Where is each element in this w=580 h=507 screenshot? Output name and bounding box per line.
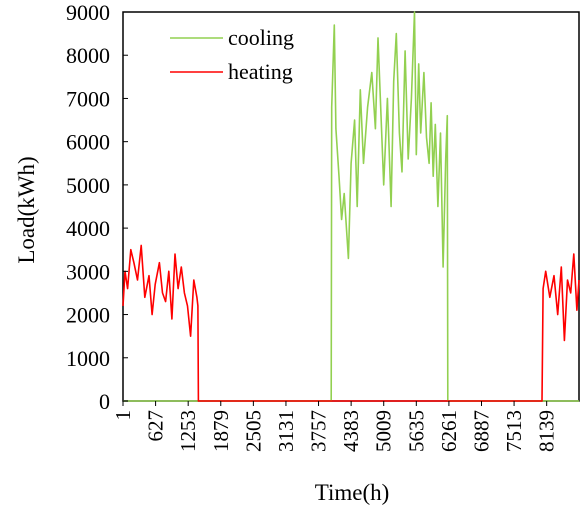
x-tick-label: 1 (111, 410, 135, 421)
x-tick-label: 8139 (535, 410, 559, 452)
y-tick-label: 8000 (66, 43, 110, 68)
y-tick-label: 0 (99, 389, 110, 414)
x-tick-label: 2505 (241, 410, 265, 452)
y-tick-label: 6000 (66, 130, 110, 155)
x-tick-label: 7513 (502, 410, 526, 452)
x-tick-label: 5009 (372, 410, 396, 452)
x-tick-label: 4383 (339, 410, 363, 452)
y-tick-label: 4000 (66, 216, 110, 241)
y-tick-label: 9000 (66, 0, 110, 25)
x-tick-label: 3757 (307, 410, 331, 452)
y-tick-label: 5000 (66, 173, 110, 198)
x-axis-label: Time(h) (315, 480, 390, 505)
x-tick-label: 3131 (274, 410, 298, 452)
legend-label-cooling: cooling (228, 25, 294, 50)
plot-area (122, 11, 580, 402)
legend-label-heating: heating (228, 59, 293, 84)
series-layer (122, 11, 580, 402)
x-tick-label: 627 (144, 410, 168, 442)
y-tick-label: 2000 (66, 303, 110, 328)
series-line-cooling (123, 11, 579, 402)
y-axis-label: Load(kWh) (14, 156, 39, 263)
y-tick-label: 7000 (66, 86, 110, 111)
plot-frame (122, 11, 580, 402)
x-tick-label: 1253 (176, 410, 200, 452)
y-tick-label: 3000 (66, 259, 110, 284)
legend: cooling heating (170, 25, 294, 84)
x-tick-label: 5635 (404, 410, 428, 452)
y-tick-label: 1000 (66, 346, 110, 371)
x-tick-label: 1879 (209, 410, 233, 452)
axes-layer: 0 1000 2000 3000 4000 5000 6000 7000 8000 9000 1 62… (66, 0, 559, 452)
series-line-heating (122, 244, 580, 402)
x-tick-label: 6887 (470, 410, 494, 452)
x-tick-label: 6261 (437, 410, 461, 452)
